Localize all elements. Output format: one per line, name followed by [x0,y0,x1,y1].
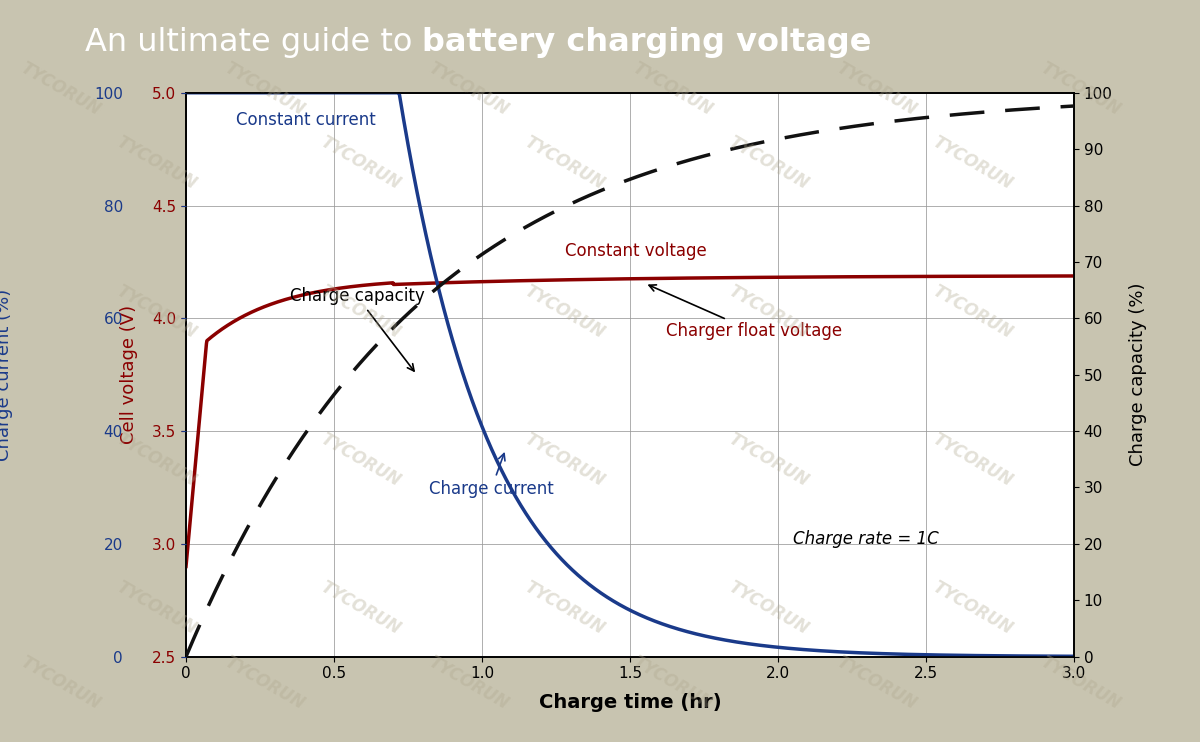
Text: TYCORUN: TYCORUN [833,59,919,119]
Y-axis label: Charge current (%): Charge current (%) [0,289,13,461]
Text: TYCORUN: TYCORUN [629,59,715,119]
Text: TYCORUN: TYCORUN [425,652,511,713]
Text: TYCORUN: TYCORUN [521,281,607,342]
Text: TYCORUN: TYCORUN [113,578,199,639]
Text: battery charging voltage: battery charging voltage [422,27,871,58]
Text: TYCORUN: TYCORUN [317,430,403,490]
Text: TYCORUN: TYCORUN [1037,652,1123,713]
Text: TYCORUN: TYCORUN [929,578,1015,639]
Text: TYCORUN: TYCORUN [929,430,1015,490]
Text: TYCORUN: TYCORUN [725,281,811,342]
Text: TYCORUN: TYCORUN [317,281,403,342]
Text: TYCORUN: TYCORUN [317,133,403,194]
Text: TYCORUN: TYCORUN [725,578,811,639]
Y-axis label: Charge capacity (%): Charge capacity (%) [1129,283,1147,467]
Text: TYCORUN: TYCORUN [113,281,199,342]
Text: TYCORUN: TYCORUN [317,578,403,639]
Text: TYCORUN: TYCORUN [929,133,1015,194]
Text: TYCORUN: TYCORUN [17,59,103,119]
Text: TYCORUN: TYCORUN [425,59,511,119]
X-axis label: Charge time (hr): Charge time (hr) [539,692,721,712]
Text: Charger float voltage: Charger float voltage [649,285,841,341]
Text: An ultimate guide to: An ultimate guide to [85,27,422,58]
Text: Constant voltage: Constant voltage [565,242,707,260]
Text: Charge capacity: Charge capacity [289,287,425,371]
Text: TYCORUN: TYCORUN [17,652,103,713]
Text: TYCORUN: TYCORUN [521,133,607,194]
Text: TYCORUN: TYCORUN [221,652,307,713]
Text: TYCORUN: TYCORUN [1037,59,1123,119]
Text: TYCORUN: TYCORUN [629,652,715,713]
Text: TYCORUN: TYCORUN [521,430,607,490]
Text: TYCORUN: TYCORUN [725,133,811,194]
Text: TYCORUN: TYCORUN [113,133,199,194]
Text: Charge rate = 1C: Charge rate = 1C [793,531,938,548]
Text: TYCORUN: TYCORUN [221,59,307,119]
Text: TYCORUN: TYCORUN [521,578,607,639]
Text: TYCORUN: TYCORUN [833,652,919,713]
Text: TYCORUN: TYCORUN [929,281,1015,342]
Y-axis label: Cell voltage (V): Cell voltage (V) [120,305,138,444]
Text: Charge current: Charge current [428,453,553,499]
Text: Constant current: Constant current [236,111,376,129]
Text: TYCORUN: TYCORUN [725,430,811,490]
Text: TYCORUN: TYCORUN [113,430,199,490]
